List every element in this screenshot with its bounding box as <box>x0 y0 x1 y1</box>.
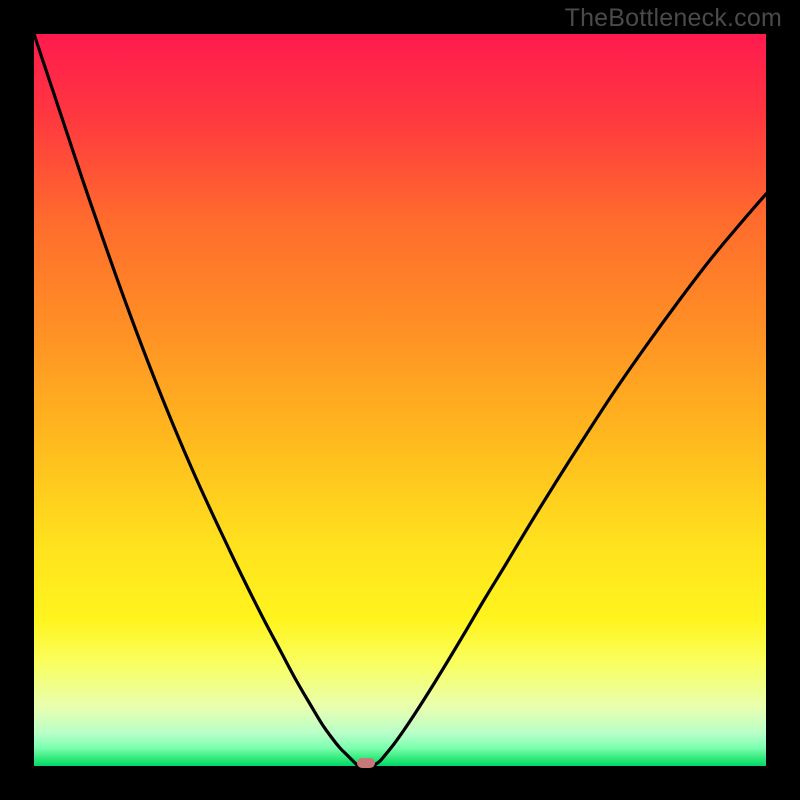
plot-area <box>34 34 766 766</box>
curve-left-branch <box>34 34 357 765</box>
chart-canvas: TheBottleneck.com <box>0 0 800 800</box>
watermark-text: TheBottleneck.com <box>565 4 782 33</box>
curve-right-branch <box>374 194 766 765</box>
bottleneck-curve <box>34 34 766 766</box>
optimal-marker-pill <box>357 758 375 768</box>
